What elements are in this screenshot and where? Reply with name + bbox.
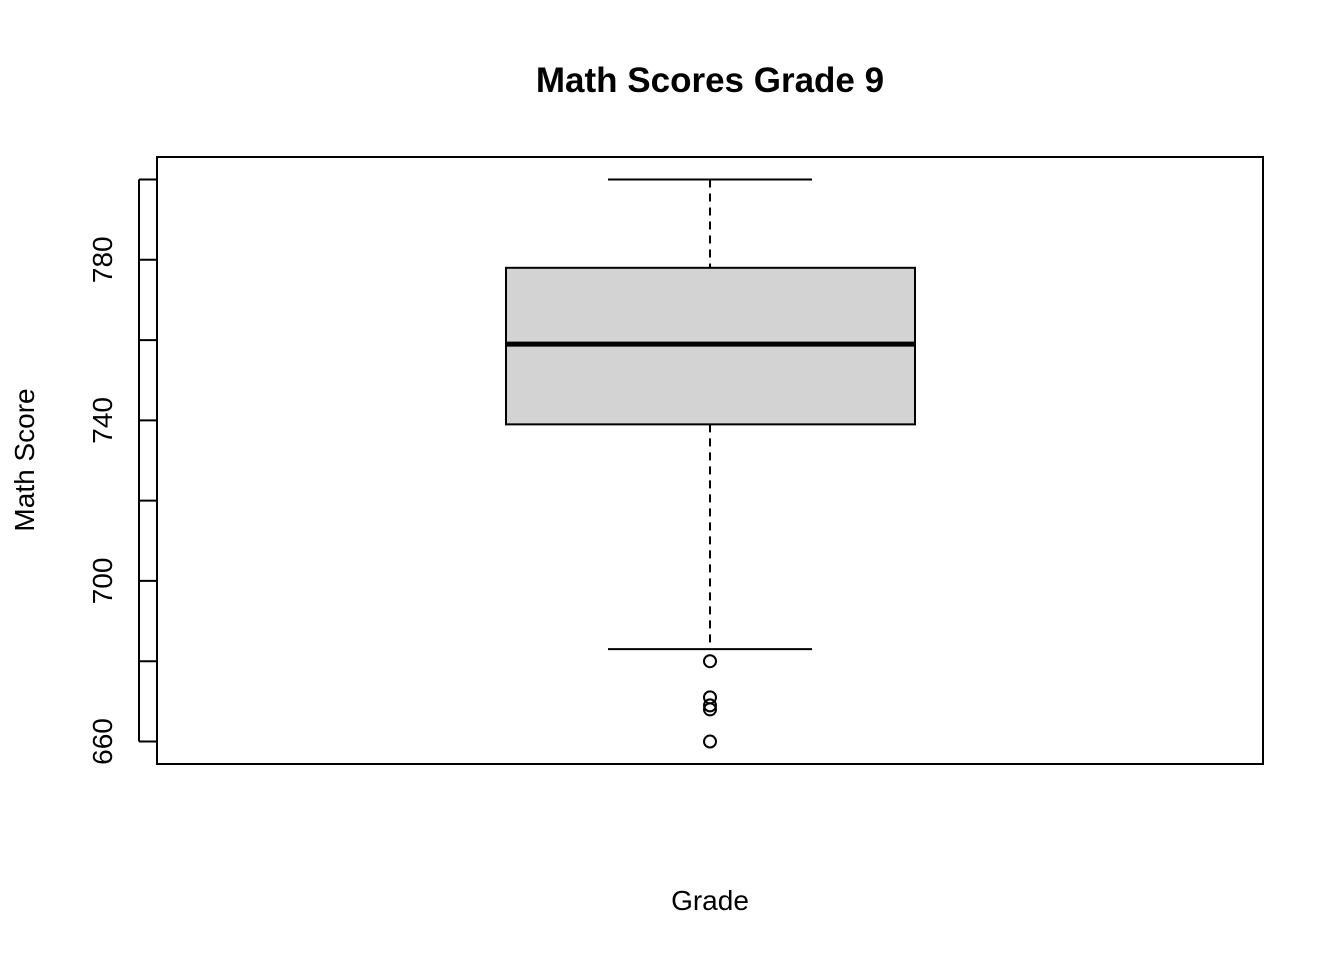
outlier-point: [703, 734, 717, 749]
y-tick-label: 700: [87, 558, 118, 605]
plot-frame: [156, 156, 1264, 765]
y-axis: 660 700 740 780: [87, 178, 157, 765]
x-axis-label: Grade: [671, 885, 749, 916]
outlier-point: [703, 702, 717, 717]
y-axis-label: Math Score: [9, 388, 40, 531]
box-group: [505, 178, 916, 749]
y-tick-label: 780: [87, 236, 118, 283]
y-tick-label: 660: [87, 718, 118, 765]
outlier-point: [703, 698, 717, 713]
chart-title: Math Scores Grade 9: [536, 61, 884, 100]
outlier-point: [703, 654, 717, 669]
y-tick-label: 740: [87, 397, 118, 444]
